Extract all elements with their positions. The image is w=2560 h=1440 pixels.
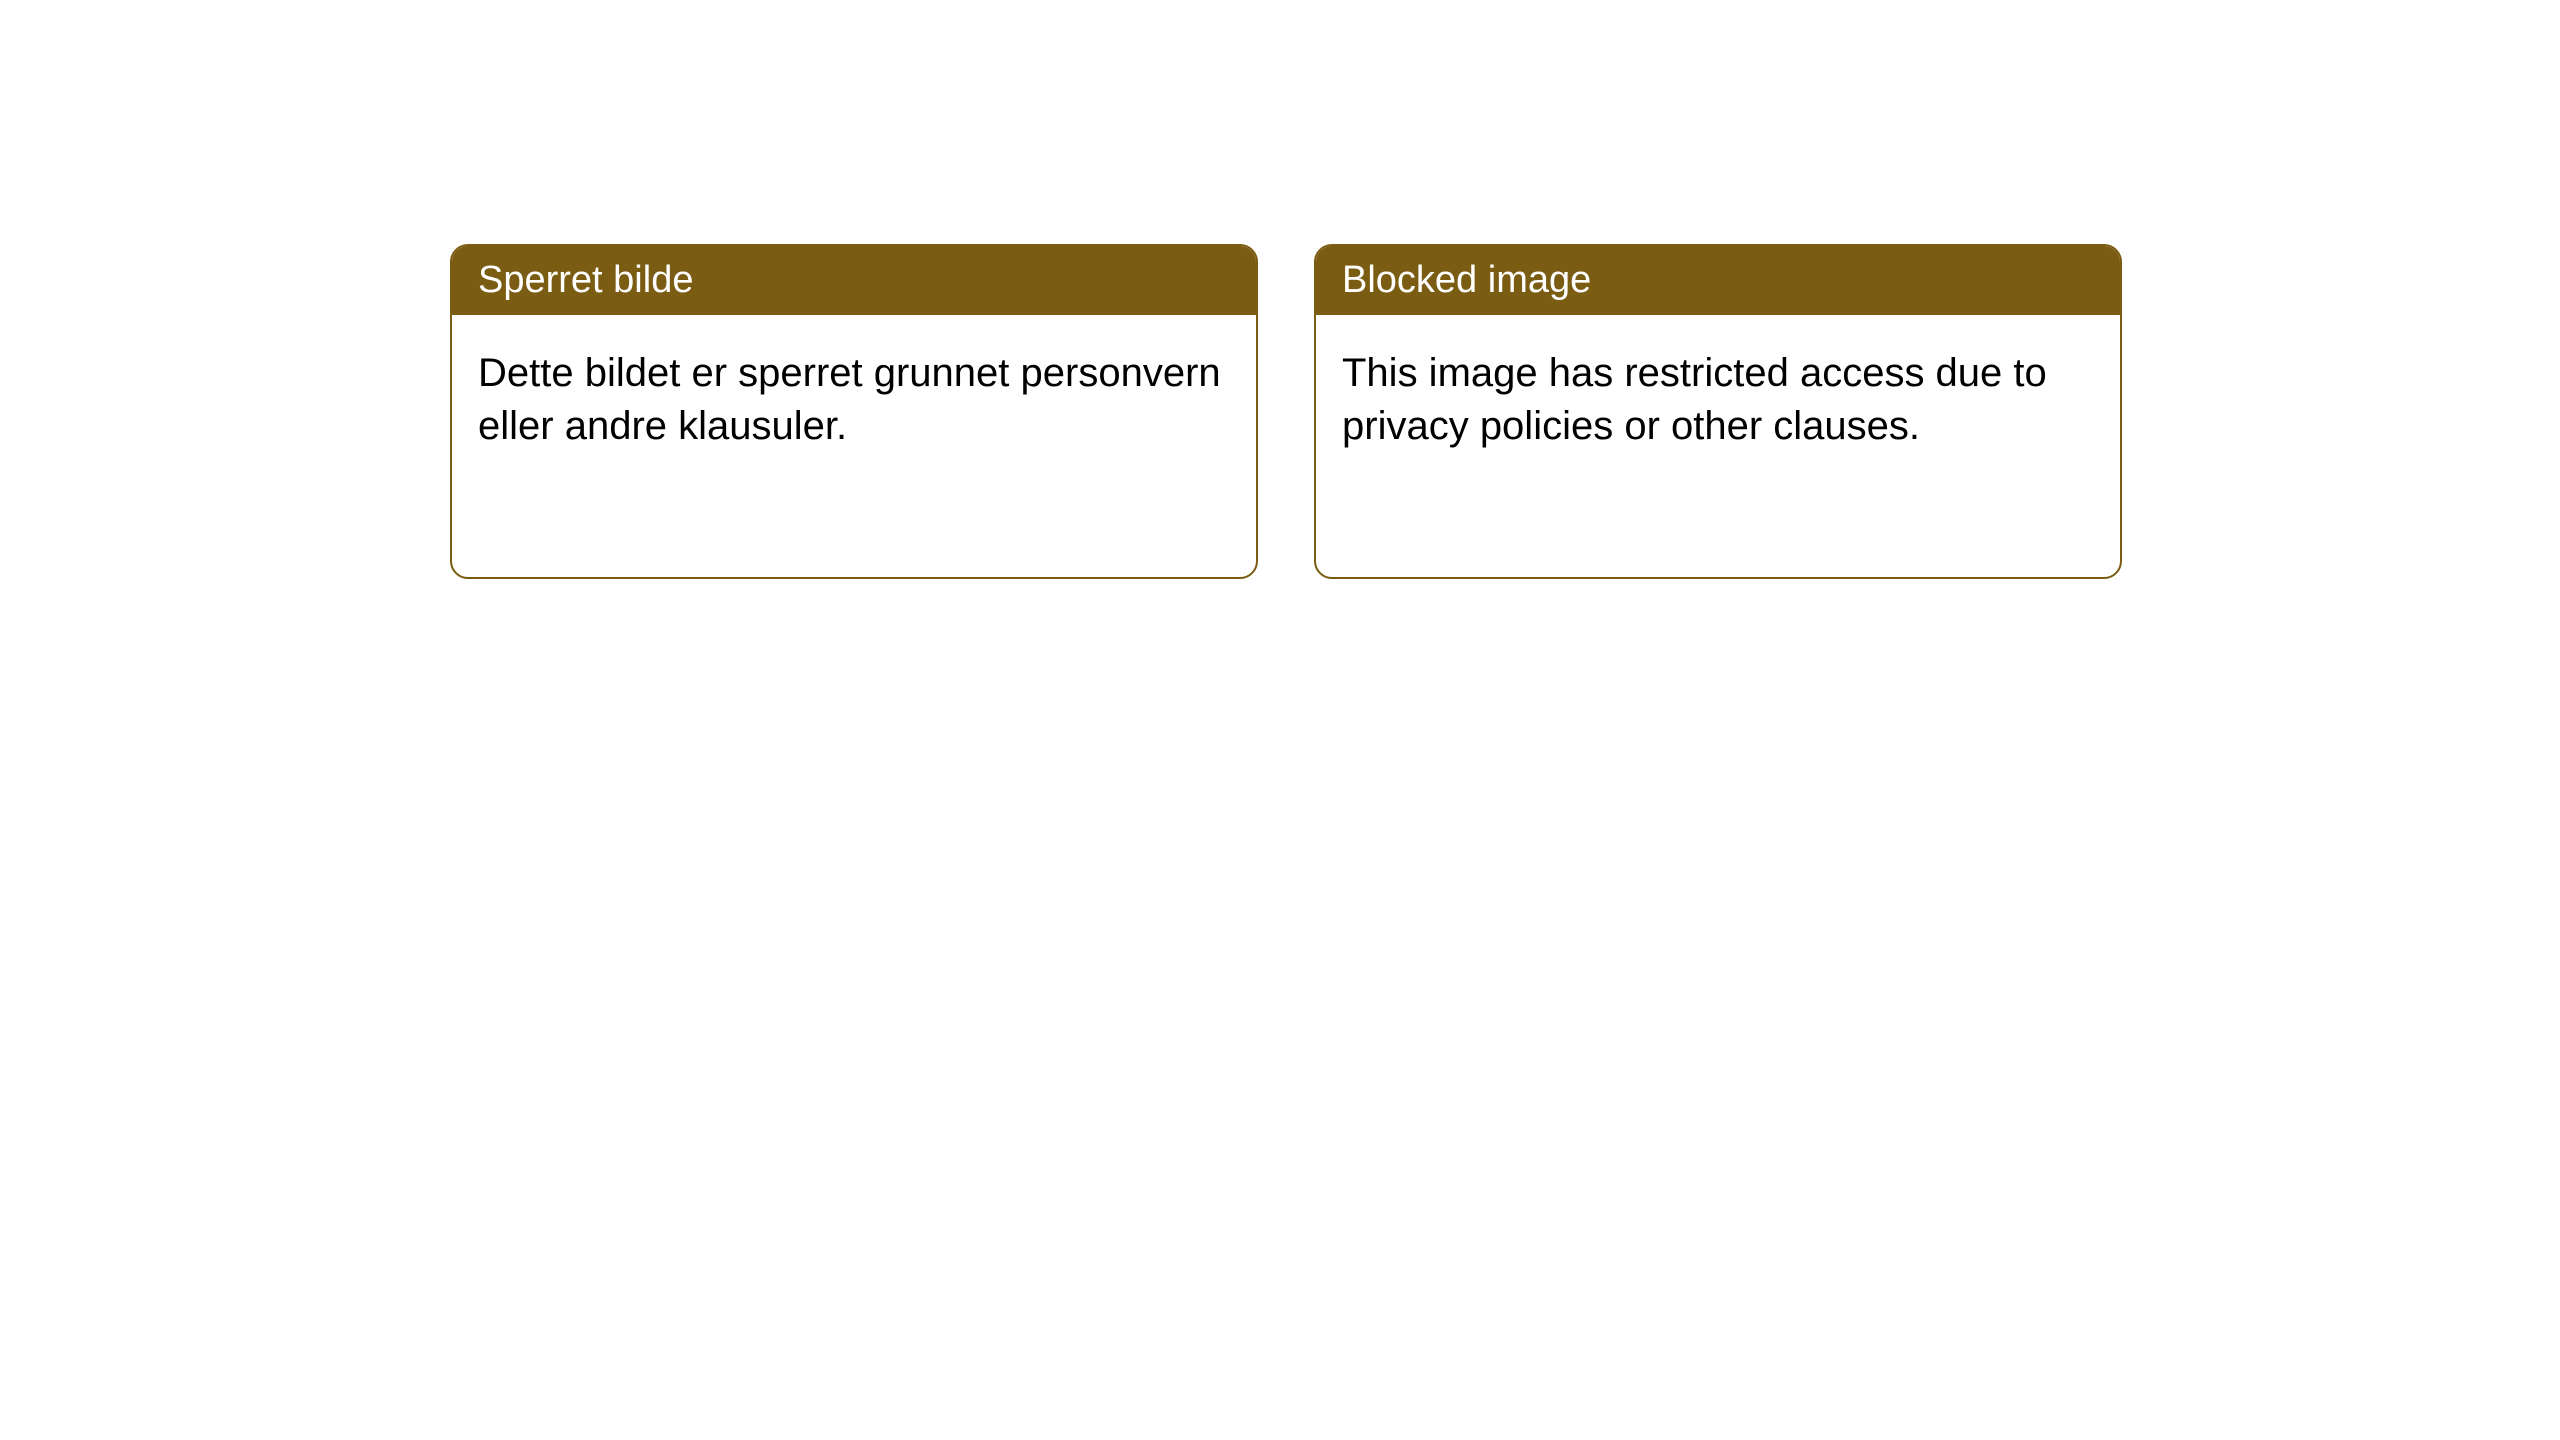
notice-body-english: This image has restricted access due to … bbox=[1316, 315, 2120, 485]
notice-title: Blocked image bbox=[1342, 259, 1591, 301]
notice-header-english: Blocked image bbox=[1316, 246, 2120, 315]
notice-title: Sperret bilde bbox=[478, 259, 693, 301]
notice-box-english: Blocked image This image has restricted … bbox=[1314, 244, 2122, 579]
notice-box-norwegian: Sperret bilde Dette bildet er sperret gr… bbox=[450, 244, 1258, 579]
notice-text: This image has restricted access due to … bbox=[1342, 351, 2047, 448]
notice-container: Sperret bilde Dette bildet er sperret gr… bbox=[0, 0, 2560, 579]
notice-text: Dette bildet er sperret grunnet personve… bbox=[478, 351, 1221, 448]
notice-header-norwegian: Sperret bilde bbox=[452, 246, 1256, 315]
notice-body-norwegian: Dette bildet er sperret grunnet personve… bbox=[452, 315, 1256, 485]
